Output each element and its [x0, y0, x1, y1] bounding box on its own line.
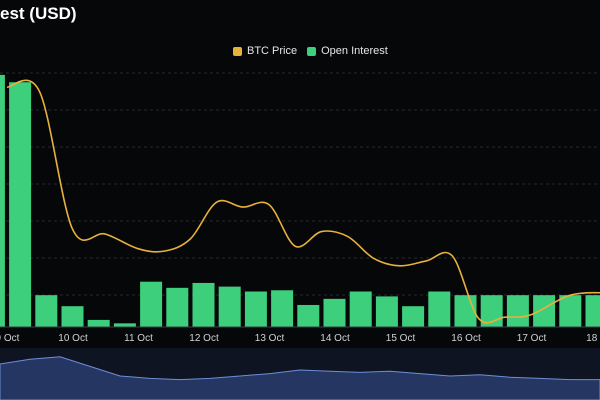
legend-label-open-interest: Open Interest	[321, 45, 388, 57]
open-interest-bar[interactable]	[375, 296, 398, 327]
open-interest-bar[interactable]	[559, 295, 582, 327]
x-tick-label: 15 Oct	[386, 333, 416, 344]
open-interest-bar[interactable]	[244, 291, 267, 327]
legend-swatch-open-interest	[307, 46, 317, 56]
open-interest-bar[interactable]	[297, 304, 320, 327]
btc-price-line	[6, 79, 600, 324]
x-tick-label: 17 Oct	[517, 333, 547, 344]
x-axis-ticks: 9 Oct 10 Oct 11 Oct 12 Oct 13 Oct 14 Oct 15 Oc…	[0, 333, 600, 344]
open-interest-bar[interactable]	[428, 291, 451, 327]
open-interest-bar[interactable]	[0, 74, 5, 328]
legend-label-btc-price: BTC Price	[247, 45, 298, 57]
grid-lines	[0, 72, 600, 296]
open-interest-bar[interactable]	[271, 290, 294, 327]
x-tick-label: 16 Oct	[451, 333, 481, 344]
open-interest-bar[interactable]	[506, 295, 529, 327]
open-interest-bar[interactable]	[87, 319, 110, 327]
open-interest-bar[interactable]	[113, 323, 136, 327]
open-interest-bar[interactable]	[140, 281, 163, 327]
navigator-area	[0, 356, 600, 400]
open-interest-bar[interactable]	[192, 282, 215, 327]
open-interest-bar[interactable]	[61, 306, 84, 327]
open-interest-bar[interactable]	[9, 82, 32, 327]
x-tick-label: 18 O	[586, 333, 600, 344]
open-interest-bar[interactable]	[402, 306, 425, 327]
x-tick-label: 12 Oct	[189, 333, 219, 344]
range-navigator[interactable]	[0, 348, 600, 400]
open-interest-bar[interactable]	[349, 291, 372, 327]
open-interest-bar[interactable]	[454, 295, 477, 327]
open-interest-bar[interactable]	[533, 295, 556, 327]
legend-item-open-interest[interactable]: Open Interest	[307, 45, 388, 57]
open-interest-bar[interactable]	[35, 295, 58, 327]
x-tick-label: 9 Oct	[0, 333, 20, 344]
open-interest-bar[interactable]	[585, 295, 600, 327]
x-tick-label: 10 Oct	[58, 333, 88, 344]
open-interest-bars	[0, 74, 600, 328]
open-interest-bar[interactable]	[166, 287, 189, 327]
x-tick-label: 13 Oct	[255, 333, 285, 344]
legend-item-btc-price[interactable]: BTC Price	[233, 45, 297, 57]
open-interest-bar[interactable]	[218, 286, 241, 327]
chart-title: est (USD)	[0, 4, 77, 23]
open-interest-bar[interactable]	[323, 298, 346, 327]
legend-swatch-btc-price	[233, 46, 242, 56]
x-tick-label: 14 Oct	[320, 333, 350, 344]
chart-legend: BTC Price Open Interest	[233, 45, 398, 57]
x-tick-label: 11 Oct	[124, 333, 153, 344]
